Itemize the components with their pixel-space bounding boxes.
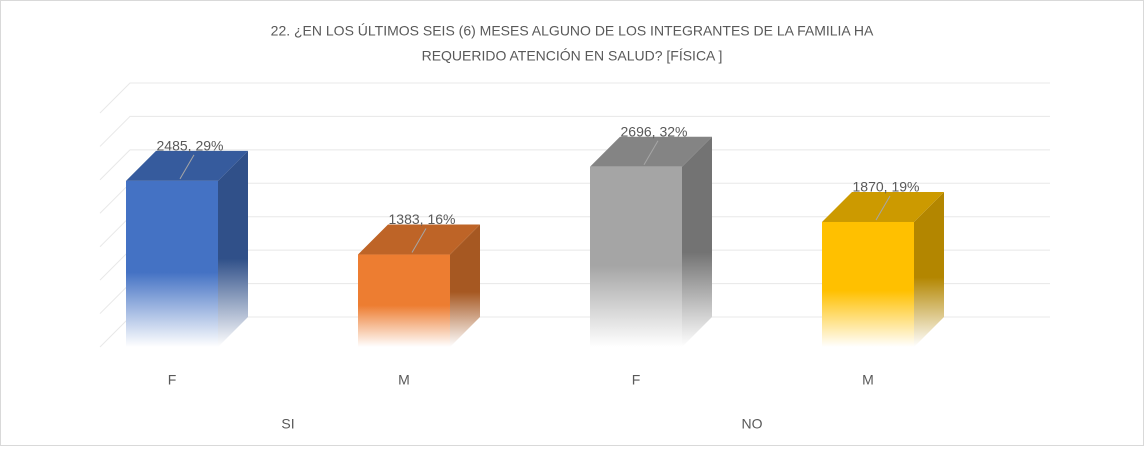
x-tick-label: M — [398, 372, 410, 388]
leader-line — [411, 228, 427, 253]
x-tick-label: F — [168, 372, 177, 388]
bar — [358, 254, 450, 347]
bar-side — [218, 150, 248, 347]
data-label: 2485, 29% — [157, 138, 224, 154]
grid-line — [99, 115, 1050, 147]
bar — [590, 166, 682, 347]
bar-top — [358, 224, 480, 255]
chart-title: REQUERIDO ATENCIÓN EN SALUD? [FÍSICA ] — [422, 48, 723, 64]
bar — [126, 180, 218, 347]
data-label: 2696, 32% — [621, 123, 688, 139]
group-label: NO — [742, 416, 763, 432]
bar-top — [822, 191, 944, 222]
bar-top — [590, 136, 712, 167]
leader-line — [875, 195, 891, 221]
grid-line — [99, 149, 1050, 181]
leader-line — [643, 140, 659, 166]
x-tick-label: F — [632, 372, 641, 388]
data-label: 1870, 19% — [853, 179, 920, 195]
grid-line — [99, 82, 1050, 114]
chart-title: 22. ¿EN LOS ÚLTIMOS SEIS (6) MESES ALGUN… — [271, 23, 874, 39]
data-label: 1383, 16% — [389, 211, 456, 227]
group-label: SI — [281, 416, 294, 432]
bar-top — [126, 150, 248, 181]
x-tick-label: M — [862, 372, 874, 388]
bar-side — [682, 136, 712, 347]
bar — [822, 221, 914, 347]
leader-line — [179, 154, 195, 180]
bar-side — [914, 191, 944, 347]
bar-side — [450, 224, 480, 347]
